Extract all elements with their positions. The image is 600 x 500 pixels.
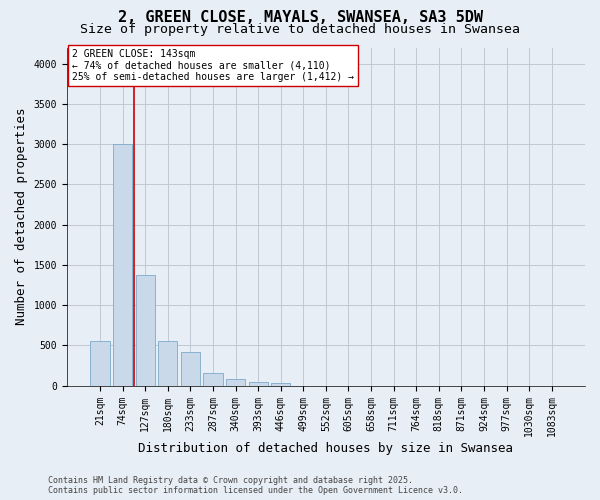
Bar xyxy=(226,379,245,386)
X-axis label: Distribution of detached houses by size in Swansea: Distribution of detached houses by size … xyxy=(139,442,514,455)
Bar xyxy=(203,372,223,386)
Text: Contains HM Land Registry data © Crown copyright and database right 2025.
Contai: Contains HM Land Registry data © Crown c… xyxy=(48,476,463,495)
Text: 2 GREEN CLOSE: 143sqm
← 74% of detached houses are smaller (4,110)
25% of semi-d: 2 GREEN CLOSE: 143sqm ← 74% of detached … xyxy=(72,49,354,82)
Bar xyxy=(136,276,155,386)
Bar xyxy=(91,340,110,386)
Bar xyxy=(158,340,178,386)
Y-axis label: Number of detached properties: Number of detached properties xyxy=(15,108,28,326)
Bar xyxy=(271,383,290,386)
Bar xyxy=(181,352,200,386)
Bar xyxy=(113,144,132,386)
Bar xyxy=(248,382,268,386)
Text: 2, GREEN CLOSE, MAYALS, SWANSEA, SA3 5DW: 2, GREEN CLOSE, MAYALS, SWANSEA, SA3 5DW xyxy=(118,10,482,25)
Text: Size of property relative to detached houses in Swansea: Size of property relative to detached ho… xyxy=(80,22,520,36)
